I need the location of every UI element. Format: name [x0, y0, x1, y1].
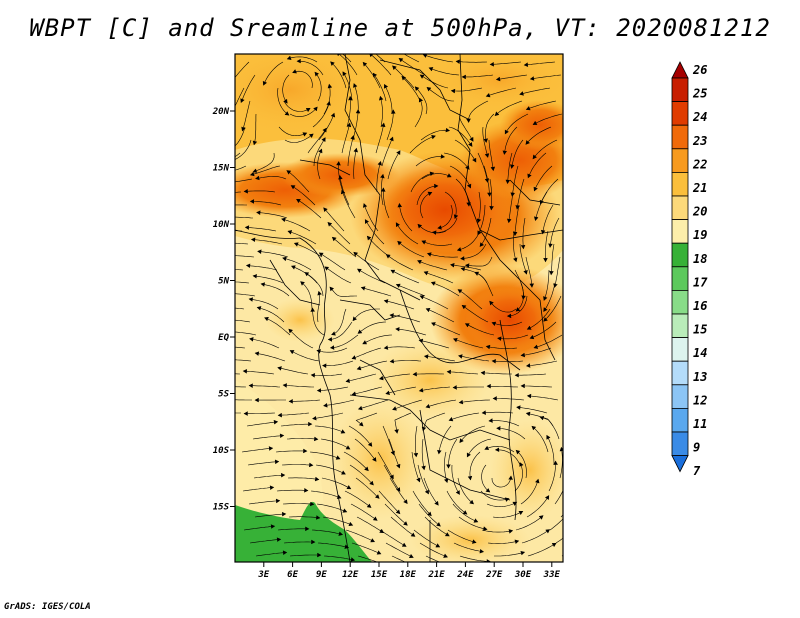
lat-label: EQ: [218, 333, 229, 343]
lon-label: 33E: [543, 570, 561, 580]
colorbar-swatch: [671, 337, 689, 362]
colorbar-swatch: [671, 360, 689, 386]
lon-label: 27E: [485, 570, 503, 580]
colorbar-swatch: [671, 195, 689, 221]
latitude-axis: 20N 15N 10N 5N EQ 5S 10S 15S: [212, 107, 235, 513]
colorbar-swatch: [671, 313, 689, 339]
colorbar-label: 7: [693, 464, 701, 478]
lon-label: 24E: [456, 570, 474, 580]
colorbar-swatch: [671, 124, 689, 150]
lon-label: 21E: [427, 570, 445, 580]
country-borders: [235, 54, 563, 562]
lat-label: 15S: [213, 503, 230, 513]
lon-label: 15E: [371, 570, 388, 580]
colorbar-label: 20: [692, 205, 707, 219]
colorbar-top-arrow: [671, 61, 689, 79]
colorbar-label: 18: [693, 252, 707, 266]
colorbar-label: 23: [692, 134, 707, 148]
colorbar-swatch: [671, 101, 689, 126]
colorbar-label: 24: [692, 110, 707, 124]
colorbar-label: 14: [693, 346, 707, 360]
lat-label: 10N: [213, 220, 230, 230]
colorbar-label: 11: [693, 417, 707, 431]
colorbar-swatch: [671, 77, 689, 103]
map-frame: [234, 53, 564, 563]
colorbar-label: 15: [693, 323, 707, 337]
colorbar-label: 21: [692, 181, 707, 195]
colorbar-label: 22: [692, 157, 707, 171]
lat-label: 10S: [213, 446, 230, 456]
colorbar-swatch: [671, 431, 689, 457]
colorbar-swatch: [671, 407, 689, 433]
colorbar-swatch: [671, 384, 689, 409]
colorbar-swatch: [671, 219, 689, 244]
colorbar-bottom-arrow: [671, 455, 689, 473]
colorbar-swatch: [671, 289, 689, 315]
longitude-axis: 3E 6E 9E 12E 15E 18E 21E 24E 27E 30E 33E: [257, 562, 561, 580]
colorbar-swatch: [671, 266, 689, 291]
lon-label: 18E: [400, 570, 417, 580]
lat-label: 20N: [212, 107, 230, 117]
colorbar-label: 26: [692, 63, 707, 77]
lat-label: 5N: [218, 277, 229, 287]
colorbar-label: 17: [693, 275, 708, 289]
colorbar-label: 13: [693, 370, 707, 384]
map-title: WBPT [C] and Sreamline at 500hPa, VT: 20…: [29, 14, 771, 42]
lat-label: 5S: [218, 390, 229, 400]
grads-credit: GrADS: IGES/COLA: [4, 602, 91, 612]
colorbar-label: 16: [693, 299, 707, 313]
colorbar-label: 19: [693, 228, 707, 242]
colorbar-label: 25: [692, 87, 707, 101]
lon-label: 3E: [257, 570, 269, 580]
lon-label: 9E: [316, 570, 327, 580]
lat-label: 15N: [213, 164, 230, 174]
colorbar: 26 25 24 23 22 21 20 19 18 17 16 15 14 13 12 11 9 7: [671, 61, 708, 478]
colorbar-swatch: [671, 242, 689, 268]
colorbar-label: 12: [693, 393, 707, 407]
lon-label: 6E: [287, 570, 298, 580]
colorbar-swatch: [671, 148, 689, 173]
lon-label: 12E: [342, 570, 359, 580]
colorbar-label: 9: [693, 441, 700, 455]
colorbar-swatch: [671, 171, 689, 197]
lon-label: 30E: [514, 570, 532, 580]
